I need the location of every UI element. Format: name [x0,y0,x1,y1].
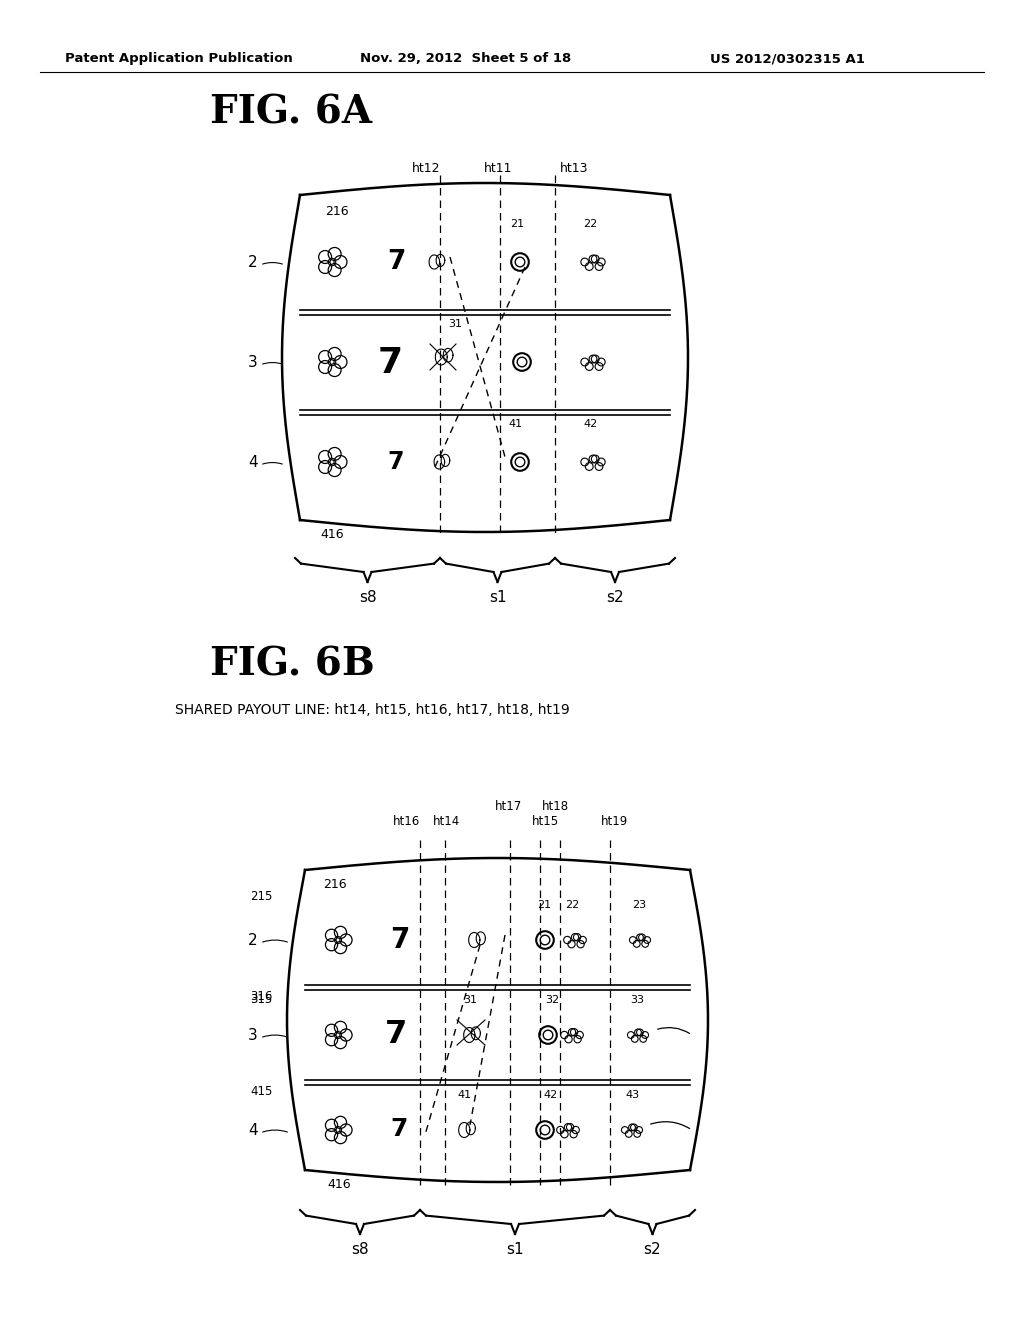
Text: s2: s2 [644,1242,662,1257]
Text: 4: 4 [248,455,258,470]
Text: s1: s1 [506,1242,524,1257]
Text: 315: 315 [250,993,272,1006]
Text: Patent Application Publication: Patent Application Publication [65,51,293,65]
Text: Nov. 29, 2012  Sheet 5 of 18: Nov. 29, 2012 Sheet 5 of 18 [360,51,571,65]
Text: US 2012/0302315 A1: US 2012/0302315 A1 [710,51,865,65]
Text: SHARED PAYOUT LINE: ht14, ht15, ht16, ht17, ht18, ht19: SHARED PAYOUT LINE: ht14, ht15, ht16, ht… [175,704,569,717]
Text: 31: 31 [449,319,462,329]
Text: s2: s2 [606,590,624,605]
Text: ht15: ht15 [531,814,558,828]
Text: ht17: ht17 [495,800,521,813]
Text: 33: 33 [630,995,644,1005]
Text: 41: 41 [508,418,522,429]
Text: 7: 7 [390,927,410,954]
Text: 41: 41 [457,1090,471,1100]
Text: 2: 2 [248,933,258,948]
Text: ht16: ht16 [392,814,420,828]
Text: 3: 3 [248,1028,258,1043]
Text: s8: s8 [351,1242,369,1257]
Text: 42: 42 [583,418,597,429]
Text: 4: 4 [248,1123,258,1138]
Text: 416: 416 [319,528,344,541]
Text: ht14: ht14 [433,814,461,828]
Text: ht19: ht19 [601,814,629,828]
Text: 215: 215 [250,890,272,903]
Text: 416: 416 [327,1177,350,1191]
Text: 31: 31 [463,995,477,1005]
Text: FIG. 6A: FIG. 6A [210,92,372,131]
Text: 415: 415 [250,1085,272,1098]
Text: 21: 21 [510,219,524,228]
Text: 7: 7 [387,450,403,474]
Text: FIG. 6B: FIG. 6B [210,645,375,682]
Text: s1: s1 [488,590,506,605]
Text: ht12: ht12 [412,162,440,176]
Text: 43: 43 [625,1090,639,1100]
Text: ht13: ht13 [560,162,589,176]
Text: 7: 7 [387,249,406,275]
Text: 2: 2 [248,255,258,271]
Text: ht18: ht18 [542,800,568,813]
Text: s8: s8 [358,590,376,605]
Text: 22: 22 [565,900,580,909]
Text: 7: 7 [378,346,403,380]
Text: ht11: ht11 [483,162,512,176]
Text: 3: 3 [248,355,258,370]
Text: 42: 42 [543,1090,557,1100]
Text: 32: 32 [545,995,559,1005]
Text: 22: 22 [583,219,597,228]
Text: 216: 216 [323,878,347,891]
Text: 316: 316 [250,990,272,1003]
Text: 216: 216 [325,205,348,218]
Text: 23: 23 [632,900,646,909]
Text: 7: 7 [385,1019,408,1049]
Text: 7: 7 [390,1117,408,1140]
Text: 21: 21 [537,900,551,909]
